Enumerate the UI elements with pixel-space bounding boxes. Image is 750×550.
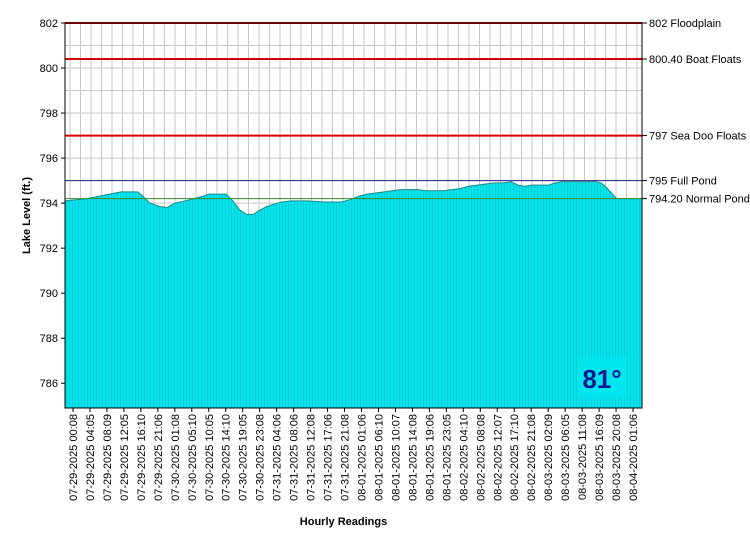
y-tick-label: 798	[40, 108, 58, 120]
x-tick-label: 07-31-2025 12:08	[306, 414, 318, 501]
y-tick-label: 792	[40, 243, 58, 255]
x-tick-label: 08-01-2025 23:05	[441, 414, 453, 501]
temperature-badge-background	[579, 357, 625, 397]
temperature-value: 81°	[582, 364, 621, 394]
reference-label: 795 Full Pond	[649, 176, 717, 188]
reference-label: 800.40 Boat Floats	[649, 54, 742, 66]
x-tick-label: 07-29-2025 12:05	[119, 414, 131, 501]
reference-label: 797 Sea Doo Floats	[649, 131, 747, 143]
x-tick-label: 08-02-2025 21:08	[526, 414, 538, 501]
x-tick-label: 08-04-2025 01:06	[628, 414, 640, 501]
x-tick-label: 08-01-2025 19:06	[424, 414, 436, 501]
reference-lines	[65, 22, 647, 200]
x-tick-label: 08-03-2025 06:05	[560, 414, 572, 501]
level-area-outline	[64, 181, 642, 215]
x-tick-label: 08-03-2025 16:09	[594, 414, 606, 501]
plot-frame	[64, 22, 643, 409]
y-axis-ticks: 786 788 790 792 794 796 798 800 802	[40, 18, 65, 390]
x-axis-title: Hourly Readings	[300, 516, 387, 528]
x-tick-label: 07-31-2025 17:06	[323, 414, 335, 501]
x-tick-label: 08-03-2025 02:09	[543, 414, 555, 501]
x-tick-label: 07-31-2025 08:06	[289, 414, 301, 501]
y-tick-label: 796	[40, 153, 58, 165]
y-tick-label: 794	[40, 198, 58, 210]
temperature-badge: 81°	[579, 357, 625, 397]
reference-label: 794.20 Normal Pond	[649, 194, 750, 206]
x-tick-label: 08-01-2025 10:07	[390, 414, 402, 501]
x-tick-label: 08-02-2025 12:07	[492, 414, 504, 501]
y-tick-label: 800	[40, 63, 58, 75]
lake-level-area	[64, 181, 642, 408]
y-axis-title: Lake Level (ft.)	[21, 177, 33, 254]
x-tick-label: 07-29-2025 21:06	[153, 414, 165, 501]
x-tick-label: 07-30-2025 05:10	[187, 414, 199, 501]
x-tick-label: 07-29-2025 04:05	[85, 414, 97, 501]
x-tick-label: 08-02-2025 04:10	[458, 414, 470, 501]
x-tick-label: 07-30-2025 01:08	[170, 414, 182, 501]
x-tick-label: 07-31-2025 21:08	[340, 414, 352, 501]
level-area-texture	[65, 181, 642, 408]
y-tick-label: 786	[40, 378, 58, 390]
y-tick-label: 802	[40, 18, 58, 30]
x-tick-label: 08-01-2025 01:06	[357, 414, 369, 501]
x-tick-label: 07-29-2025 00:08	[68, 414, 80, 501]
x-tick-label: 07-30-2025 10:05	[204, 414, 216, 501]
y-tick-label: 788	[40, 333, 58, 345]
x-tick-label: 08-02-2025 17:10	[509, 414, 521, 501]
x-tick-label: 07-31-2025 04:06	[272, 414, 284, 501]
x-tick-label: 08-03-2025 20:08	[611, 414, 623, 501]
reference-labels: 802 Floodplain 800.40 Boat Floats 797 Sea …	[649, 18, 750, 206]
x-tick-label: 08-02-2025 08:08	[475, 414, 487, 501]
x-tick-label: 08-01-2025 06:10	[373, 414, 385, 501]
x-tick-label: 07-30-2025 14:10	[221, 414, 233, 501]
x-tick-label: 08-03-2025 11:08	[577, 414, 589, 500]
x-tick-label: 08-01-2025 14:08	[407, 414, 419, 501]
x-tick-label: 07-29-2025 08:09	[102, 414, 114, 501]
y-tick-label: 790	[40, 288, 58, 300]
x-axis-ticks: 07-29-2025 00:08 07-29-2025 04:05 07-29-20…	[68, 408, 640, 501]
x-tick-label: 07-29-2025 16:10	[136, 414, 148, 501]
reference-label: 802 Floodplain	[649, 18, 721, 30]
x-tick-label: 07-30-2025 23:08	[255, 414, 267, 501]
x-tick-label: 07-30-2025 19:05	[238, 414, 250, 501]
